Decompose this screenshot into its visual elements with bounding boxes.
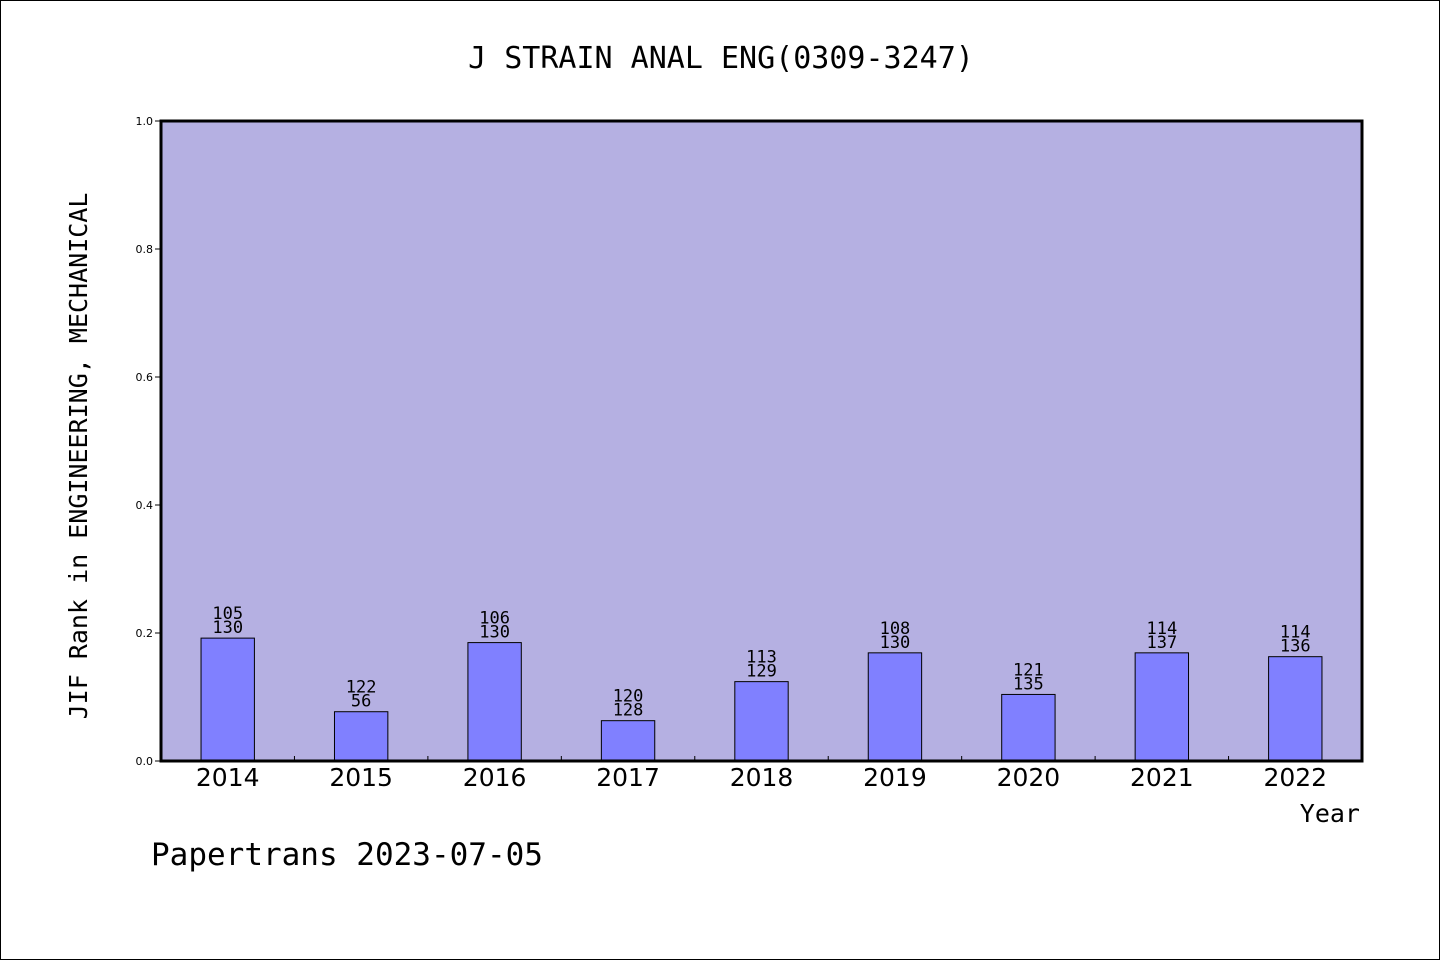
source-footer: Papertrans 2023-07-05 (151, 837, 543, 873)
bar (1268, 656, 1323, 762)
bar-label-total: 130 (479, 623, 510, 643)
y-tick-label: 1.0 (136, 115, 154, 128)
bar-label-rank: 121 (1013, 660, 1044, 680)
bar-label-rank: 120 (613, 687, 644, 707)
x-axis: 2014 2015 2016 2017 2018 2019 2020 2021 2022 (196, 756, 1327, 792)
x-tick-label: 2021 (1130, 763, 1194, 792)
y-tick-label: 0.2 (136, 627, 154, 640)
bar-label-rank: 114 (1280, 623, 1311, 643)
x-tick-label: 2016 (463, 763, 527, 792)
bar-label-total: 137 (1146, 633, 1177, 653)
x-tick-label: 2022 (1263, 763, 1327, 792)
x-tick-label: 2015 (329, 763, 393, 792)
bar (467, 642, 522, 762)
y-tick-label: 0.4 (136, 499, 154, 512)
y-axis-label: JIF Rank in ENGINEERING, MECHANICAL (64, 193, 93, 720)
bar-label-rank: 105 (212, 604, 243, 624)
bar-label-rank: 106 (479, 609, 510, 629)
bar (1001, 693, 1056, 762)
bar (200, 637, 255, 762)
x-axis-label: Year (1300, 799, 1360, 828)
bar-label-total: 56 (351, 692, 371, 712)
bar-label-total: 128 (613, 701, 644, 721)
bar-label-total: 129 (746, 662, 777, 682)
x-tick-label: 2019 (863, 763, 927, 792)
bar (333, 711, 389, 762)
bar (734, 681, 789, 762)
bar (867, 652, 923, 762)
bar-label-rank: 113 (746, 648, 777, 668)
y-tick-label: 0.8 (136, 243, 154, 256)
chart-title: J STRAIN ANAL ENG(0309-3247) (468, 41, 974, 76)
bar-label-total: 135 (1013, 674, 1044, 694)
bar-label-total: 130 (880, 633, 911, 653)
x-tick-label: 2020 (997, 763, 1061, 792)
y-axis: 0.0 0.2 0.4 0.6 0.8 1.0 (136, 115, 161, 768)
bars-group: 1051301225610613012012811312910813012113… (200, 604, 1323, 762)
x-tick-label: 2014 (196, 763, 260, 792)
bar-label-total: 130 (212, 618, 243, 638)
bar-label-rank: 108 (880, 619, 911, 639)
bar-label-rank: 122 (346, 678, 377, 698)
plot-border (159, 119, 1364, 763)
y-tick-label: 0.0 (136, 755, 154, 768)
x-tick-label: 2018 (730, 763, 794, 792)
y-tick-label: 0.6 (136, 371, 154, 384)
x-tick-label: 2017 (596, 763, 660, 792)
bar-label-rank: 114 (1146, 619, 1177, 639)
bar-label-total: 136 (1280, 637, 1311, 657)
bar (1134, 652, 1190, 762)
bar (600, 720, 656, 762)
